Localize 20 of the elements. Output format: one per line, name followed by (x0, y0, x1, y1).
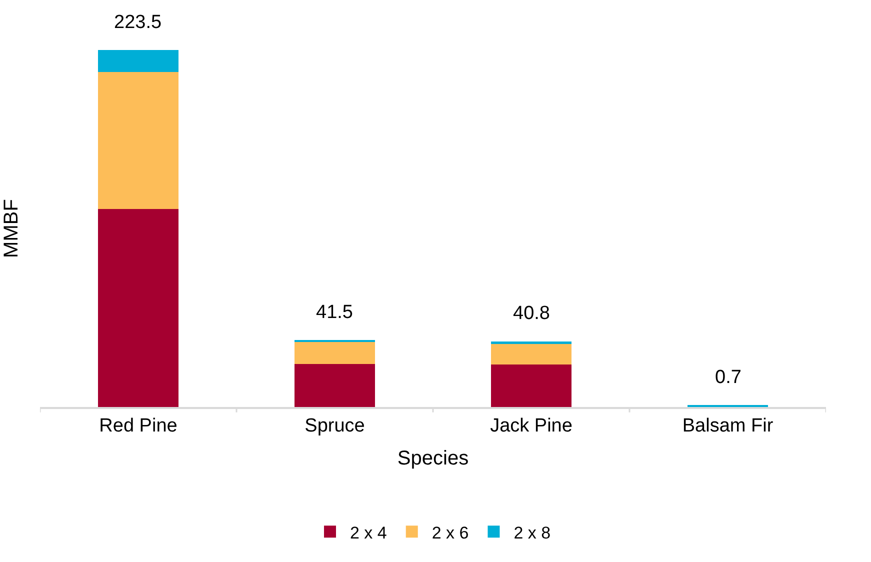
bar (294, 342, 376, 364)
annotation: 41.5 (316, 302, 353, 323)
x-tick-label: Balsam Fir (682, 416, 774, 437)
bar (294, 364, 376, 407)
legend-label: 2 x 6 (432, 523, 469, 542)
annotation: 40.8 (513, 303, 550, 324)
x-axis-title: Species (397, 448, 469, 470)
x-tick-label: Spruce (304, 416, 365, 437)
bar (490, 343, 572, 365)
y-axis-title: MMBF (0, 199, 22, 258)
x-tick-label: Red Pine (99, 416, 178, 437)
x-tick-label: Jack Pine (490, 416, 572, 437)
bar (98, 72, 179, 209)
bar (98, 50, 179, 72)
bar (490, 364, 572, 407)
annotation: 223.5 (114, 12, 162, 33)
annotation: 0.7 (715, 367, 742, 388)
bar (98, 208, 179, 407)
legend-label: 2 x 8 (514, 523, 551, 542)
legend-label: 2 x 4 (350, 523, 387, 542)
